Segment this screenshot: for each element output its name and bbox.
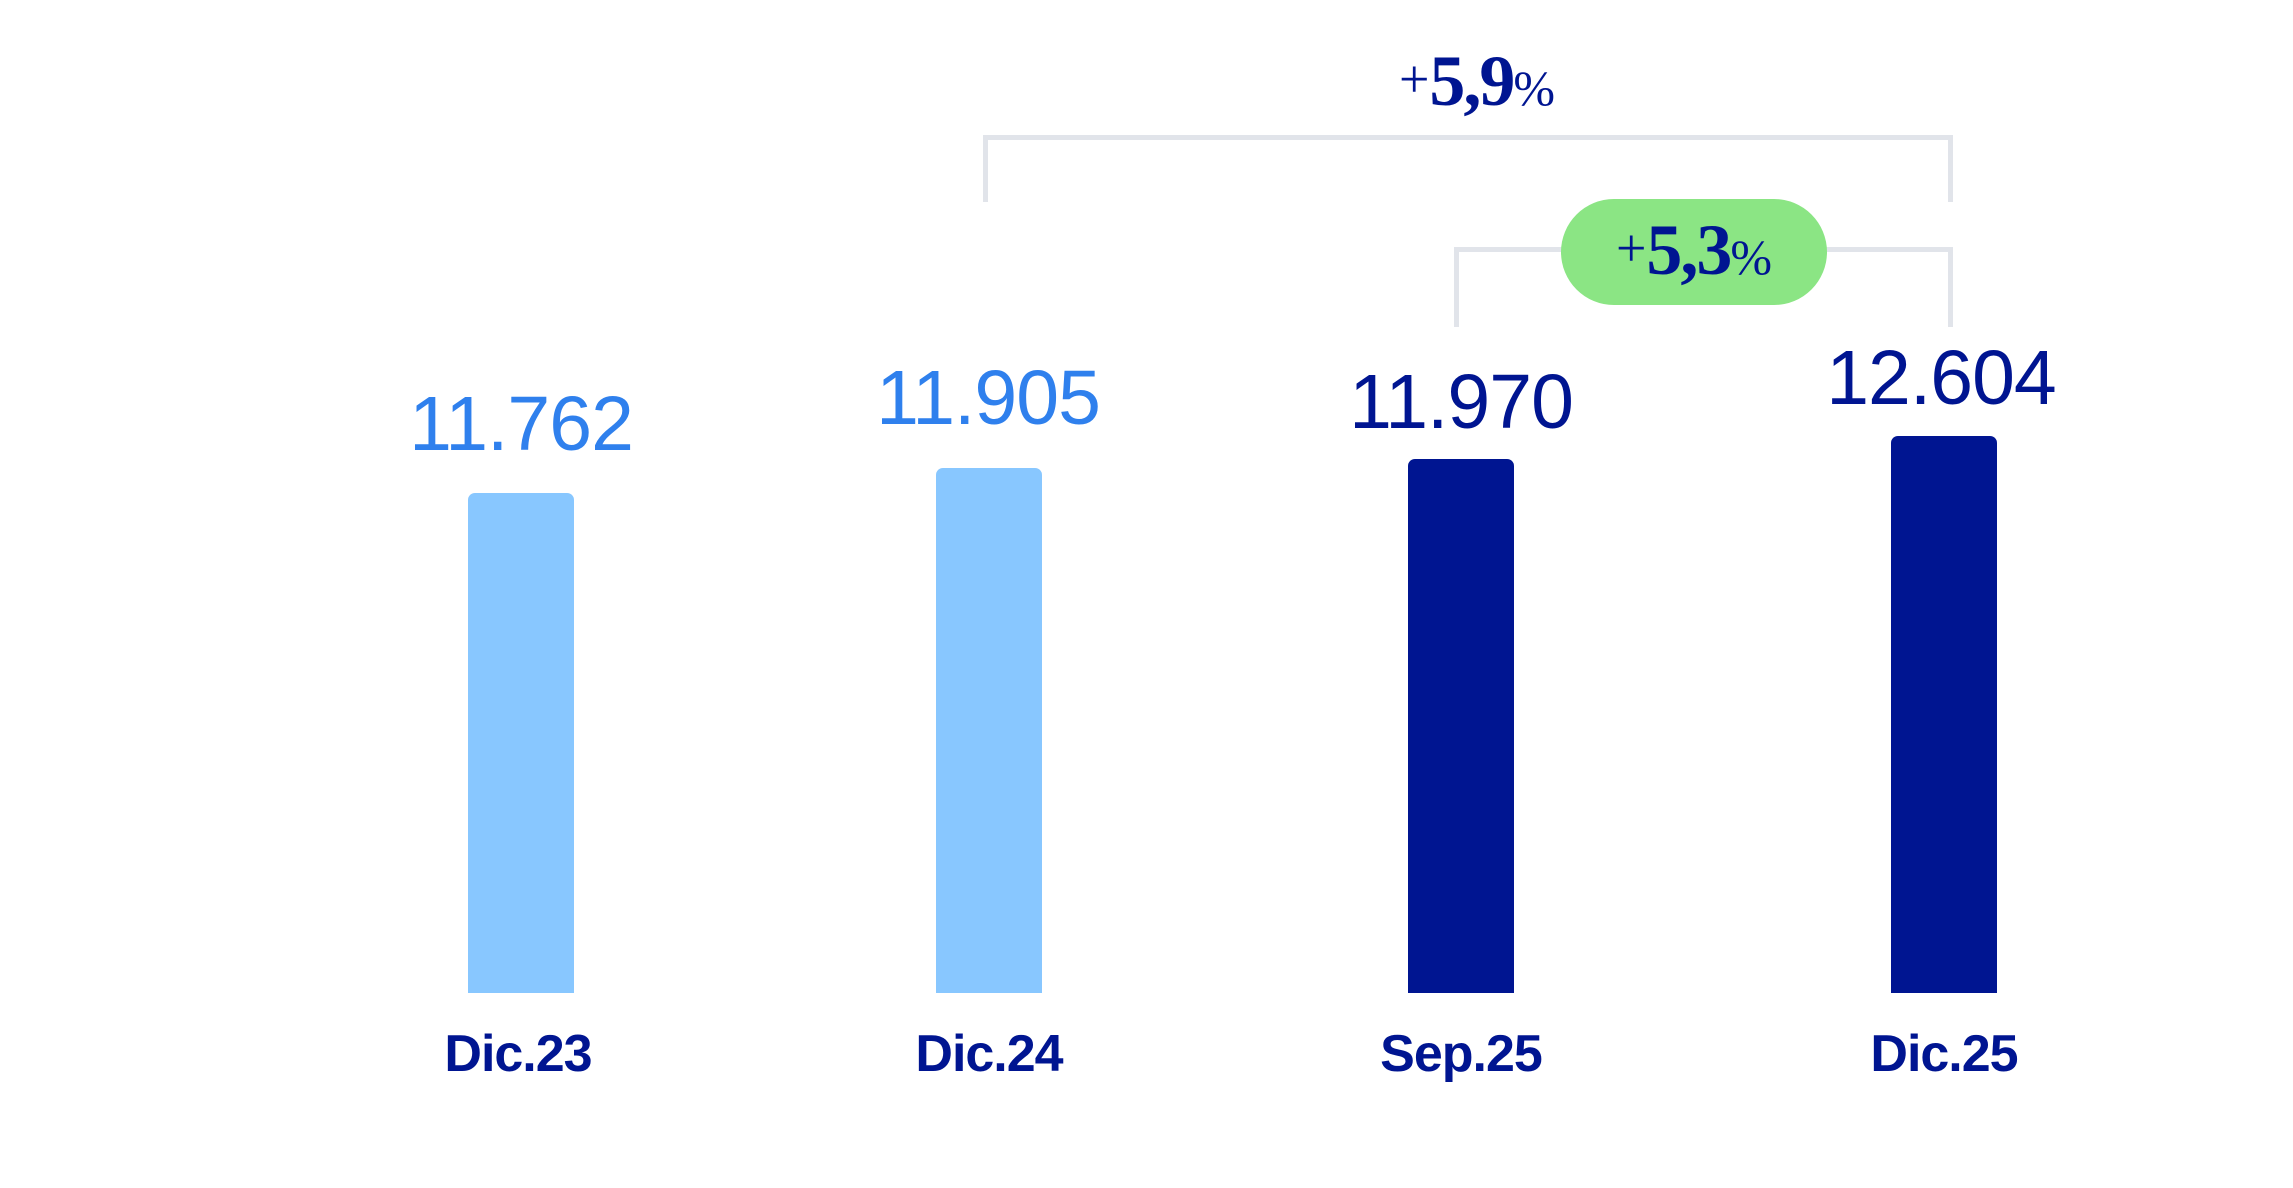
- category-label-sep25: Sep.25: [1380, 1025, 1543, 1083]
- growth-number: 5,9: [1429, 41, 1515, 121]
- bracket-long-right: [1948, 135, 1953, 202]
- growth-plus: +: [1398, 49, 1430, 109]
- growth-pill-short: +5,3%: [1561, 199, 1827, 305]
- value-label-dic24: 11.905: [876, 355, 1101, 441]
- value-label-dic25: 12.604: [1826, 335, 2057, 421]
- value-label-sep25: 11.970: [1349, 359, 1574, 445]
- bracket-short-left: [1454, 247, 1459, 327]
- bar-sep25: [1408, 459, 1514, 993]
- value-label-dic23: 11.762: [409, 381, 634, 467]
- growth-percent: %: [1513, 60, 1556, 116]
- bracket-long-left: [983, 135, 988, 202]
- growth-percent: %: [1730, 228, 1773, 285]
- bracket-short-right: [1948, 247, 1953, 327]
- bracket-long-top: [983, 135, 1953, 140]
- bar-dic23: [468, 493, 574, 993]
- growth-label-long: +5,9%: [1377, 40, 1577, 123]
- growth-number: 5,3: [1646, 209, 1732, 290]
- category-label-dic23: Dic.23: [444, 1025, 592, 1083]
- growth-label-short: +5,3%: [1616, 209, 1772, 292]
- growth-plus: +: [1615, 217, 1647, 278]
- category-label-dic25: Dic.25: [1870, 1025, 2018, 1083]
- bar-dic25: [1891, 436, 1997, 993]
- category-label-dic24: Dic.24: [915, 1025, 1063, 1083]
- bar-dic24: [936, 468, 1042, 993]
